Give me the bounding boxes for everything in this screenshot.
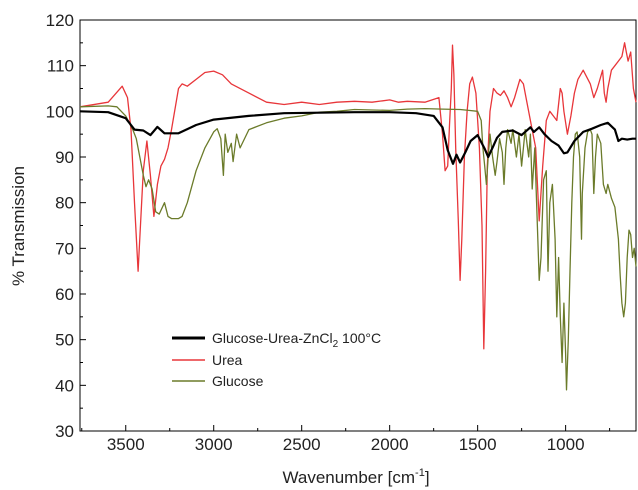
x-tick-label: 2500 (283, 435, 321, 454)
y-tick-label: 90 (55, 148, 74, 167)
axis-ticks: 30 40 50 60 70 80 90 100 110 120 3500 3000 2500 2000 1… (46, 11, 611, 454)
y-axis-title: % Transmission (9, 166, 28, 286)
legend-label-glucose: Glucose (212, 373, 264, 389)
x-tick-label: 1000 (547, 435, 585, 454)
x-tick-label: 2000 (371, 435, 409, 454)
series-line-2 (79, 105, 637, 391)
y-tick-label: 120 (46, 11, 74, 30)
y-tick-label: 80 (55, 194, 74, 213)
y-tick-label: 110 (47, 57, 74, 76)
y-tick-label: 100 (46, 102, 74, 121)
series-line-0 (79, 110, 636, 165)
legend: Glucose-Urea-ZnCl2 100°C Urea Glucose (172, 330, 381, 389)
y-tick-label: 30 (55, 422, 74, 441)
series-layer (79, 42, 637, 391)
y-tick-label: 50 (55, 331, 74, 350)
x-tick-label: 3000 (195, 435, 233, 454)
legend-label-glucose-urea-zncl2: Glucose-Urea-ZnCl2 100°C (212, 330, 381, 350)
x-tick-label: 3500 (107, 435, 145, 454)
y-tick-label: 60 (55, 285, 74, 304)
series-line-1 (79, 42, 637, 350)
y-tick-label: 40 (55, 376, 74, 395)
plot-frame (79, 19, 637, 432)
legend-label-urea: Urea (212, 352, 243, 368)
x-axis-title: Wavenumber [cm-1] (282, 467, 429, 487)
x-tick-label: 1500 (459, 435, 497, 454)
y-tick-label: 70 (55, 239, 74, 258)
